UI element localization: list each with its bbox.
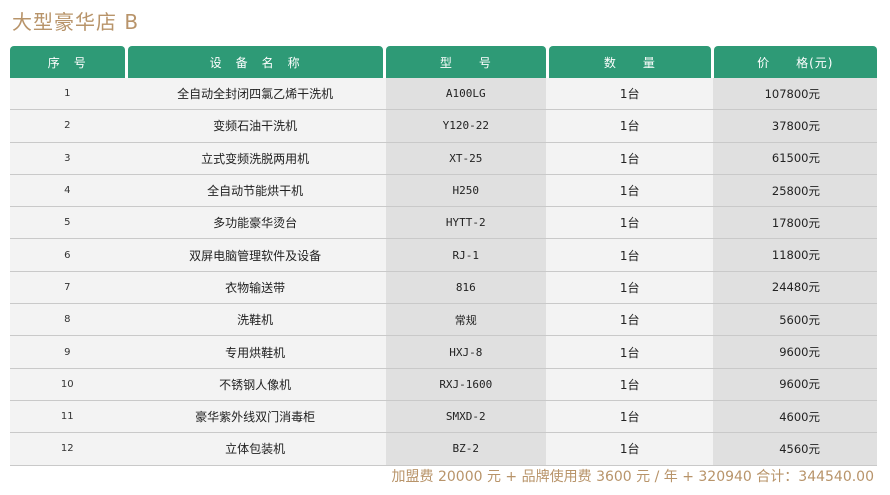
equipment-name: 立体包装机 [127,433,383,465]
quantity: 1台 [549,110,711,142]
equipment-name: 不锈钢人像机 [127,368,383,400]
table-row: 6 双屏电脑管理软件及设备 RJ-1 1台 11800元 [10,238,877,271]
quantity: 1台 [549,207,711,239]
quantity: 1台 [549,368,711,400]
equipment-name: 衣物输送带 [127,271,383,304]
equipment-name: 全自动节能烘干机 [127,174,383,207]
row-number: 11 [10,400,125,433]
equipment-name: 专用烘鞋机 [127,336,383,368]
quantity: 1台 [549,271,711,304]
price-value: 107800元 [713,78,877,110]
table-row: 10 不锈钢人像机 RXJ-1600 1台 9600元 [10,367,877,400]
table-row: 4 全自动节能烘干机 H250 1台 25800元 [10,173,877,207]
page-title: 大型豪华店 B [12,10,140,34]
price-value: 37800元 [713,110,877,142]
table-row: 2 变频石油干洗机 Y120-22 1台 37800元 [10,109,877,142]
quantity: 1台 [549,336,711,368]
table-row: 12 立体包装机 BZ-2 1台 4560元 [10,432,877,465]
row-number: 5 [10,207,125,239]
price-value: 17800元 [713,207,877,239]
row-number: 6 [10,239,125,271]
table-row: 8 洗鞋机 常规 1台 5600元 [10,303,877,336]
table-row: 5 多功能豪华烫台 HYTT-2 1台 17800元 [10,206,877,239]
equipment-name: 立式变频洗脱两用机 [127,142,383,174]
price-value: 11800元 [713,239,877,271]
row-number: 9 [10,336,125,368]
row-number: 10 [10,368,125,400]
model-code: BZ-2 [385,433,546,465]
model-code: Y120-22 [385,110,546,142]
row-number: 12 [10,433,125,465]
price-value: 25800元 [713,174,877,207]
table-body: 1 全自动全封闭四氯乙烯干洗机 A100LG 1台 107800元 2 变频石油干洗机 Y12… [10,78,877,466]
quantity: 1台 [549,142,711,174]
row-number: 7 [10,271,125,304]
model-code: RXJ-1600 [385,368,546,400]
equipment-table: 序 号 设 备 名 称 型 号 数 量 价 格(元) 1 全自动全封闭四氯乙烯干洗… [10,46,877,466]
quantity: 1台 [549,304,711,336]
model-code: XT-25 [385,142,546,174]
model-code: RJ-1 [385,239,546,271]
quantity: 1台 [549,78,711,110]
row-number: 2 [10,110,125,142]
header-number: 序 号 [10,46,125,78]
table-row: 9 专用烘鞋机 HXJ-8 1台 9600元 [10,335,877,368]
fee-summary: 加盟费 20000 元 + 品牌使用费 3600 元 / 年 + 320940 … [391,469,874,485]
price-value: 4600元 [713,400,877,433]
equipment-name: 豪华紫外线双门消毒柜 [127,400,383,433]
model-code: 816 [385,271,546,304]
equipment-name: 多功能豪华烫台 [127,207,383,239]
quantity: 1台 [549,400,711,433]
quantity: 1台 [549,174,711,207]
price-value: 61500元 [713,142,877,174]
model-code: H250 [385,174,546,207]
header-model: 型 号 [385,46,547,78]
row-number: 3 [10,142,125,174]
price-value: 5600元 [713,304,877,336]
table-header: 序 号 设 备 名 称 型 号 数 量 价 格(元) [10,46,877,78]
quantity: 1台 [549,239,711,271]
price-value: 9600元 [713,336,877,368]
model-code: HYTT-2 [385,207,546,239]
price-value: 9600元 [713,368,877,400]
quantity: 1台 [549,433,711,465]
price-value: 4560元 [713,433,877,465]
model-code: SMXD-2 [385,400,546,433]
table-row: 11 豪华紫外线双门消毒柜 SMXD-2 1台 4600元 [10,399,877,433]
model-code: 常规 [385,304,546,336]
table-row: 3 立式变频洗脱两用机 XT-25 1台 61500元 [10,141,877,174]
model-code: A100LG [385,78,546,110]
equipment-name: 洗鞋机 [127,304,383,336]
header-price: 价 格(元) [713,46,877,78]
table-row: 1 全自动全封闭四氯乙烯干洗机 A100LG 1台 107800元 [10,78,877,110]
price-value: 24480元 [713,271,877,304]
equipment-name: 双屏电脑管理软件及设备 [127,239,383,271]
row-number: 4 [10,174,125,207]
row-number: 1 [10,78,125,110]
model-code: HXJ-8 [385,336,546,368]
equipment-name: 全自动全封闭四氯乙烯干洗机 [127,78,383,110]
header-quantity: 数 量 [549,46,711,78]
header-equipment-name: 设 备 名 称 [127,46,383,78]
equipment-name: 变频石油干洗机 [127,110,383,142]
table-row: 7 衣物输送带 816 1台 24480元 [10,270,877,304]
row-number: 8 [10,304,125,336]
